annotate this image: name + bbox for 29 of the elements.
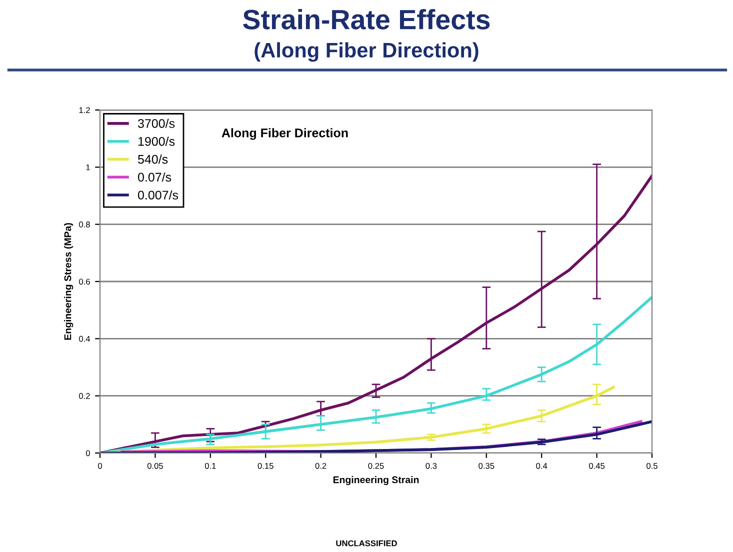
x-tick-label: 0.4 bbox=[536, 462, 548, 469]
chart-title: Strain-Rate Effects bbox=[243, 9, 490, 30]
text: UNCLASSIFIED bbox=[336, 540, 397, 546]
x-tick-label: 0.15 bbox=[258, 462, 274, 469]
x-tick-label: 0.25 bbox=[368, 462, 384, 469]
y-tick-label: 1.2 bbox=[79, 107, 90, 114]
y-tick-label: 0 bbox=[86, 450, 90, 456]
annotation: Along Fiber Direction bbox=[222, 128, 348, 140]
x-tick-label: 0.1 bbox=[204, 462, 216, 469]
x-tick-label: 0 bbox=[98, 462, 102, 469]
legend-label: 0.07/s bbox=[138, 172, 172, 182]
x-tick-label: 0.05 bbox=[147, 462, 163, 469]
y-tick-label: 0.6 bbox=[79, 278, 90, 285]
x-axis-title: Engineering Strain bbox=[333, 476, 419, 486]
legend-label: 1900/s bbox=[138, 136, 175, 146]
x-tick-label: 0.35 bbox=[478, 462, 494, 469]
legend-label: 540/s bbox=[138, 154, 168, 164]
y-tick-label: 0.2 bbox=[79, 393, 90, 399]
x-tick-label: 0.45 bbox=[589, 462, 605, 469]
x-tick-label: 0.2 bbox=[315, 462, 326, 469]
y-tick-label: 1 bbox=[86, 164, 90, 170]
y-tick-label: 0.8 bbox=[79, 222, 90, 228]
x-tick-label: 0.3 bbox=[426, 462, 437, 469]
y-tick-label: 0.4 bbox=[79, 336, 90, 342]
x-tick-label: 0.5 bbox=[646, 462, 658, 469]
legend-label: 0.007/s bbox=[138, 190, 178, 200]
legend-label: 3700/s bbox=[138, 118, 175, 128]
chart-subtitle: (Along Fiber Direction) bbox=[254, 42, 478, 62]
y-axis-title: Engineering Stress (MPa) bbox=[64, 223, 74, 340]
